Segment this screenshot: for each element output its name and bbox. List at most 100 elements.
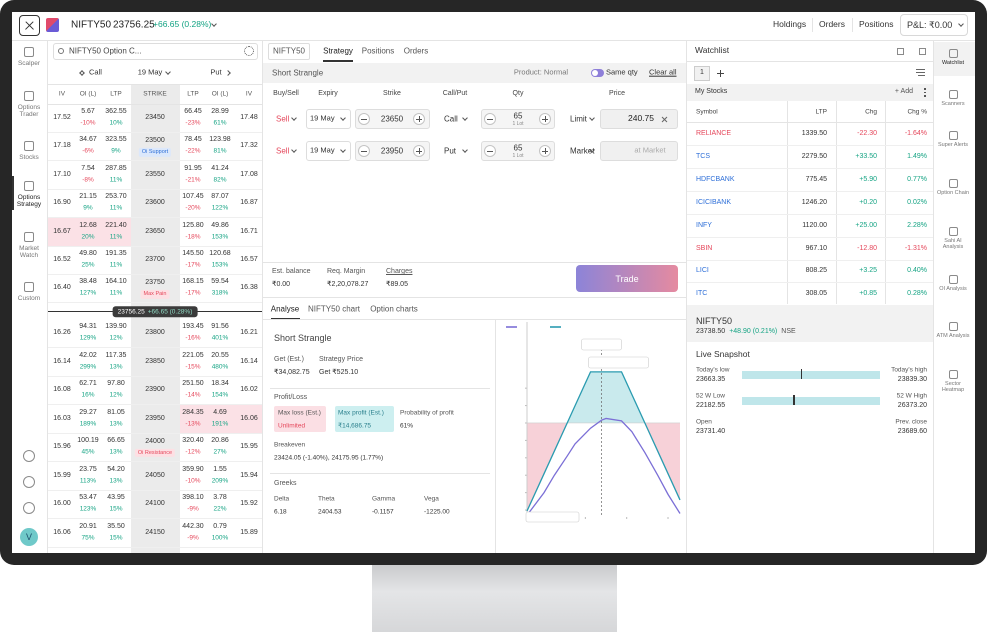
label: Profit/Loss bbox=[274, 393, 308, 401]
option-type[interactable]: Call bbox=[444, 114, 458, 124]
tool-icon[interactable] bbox=[23, 476, 35, 488]
strike[interactable]: 24050 bbox=[145, 471, 165, 479]
nav-label[interactable]: Options Strategy bbox=[16, 194, 42, 209]
strike[interactable]: 23550 bbox=[145, 170, 165, 178]
put-iv: 16.71 bbox=[240, 227, 258, 235]
option-type[interactable]: Put bbox=[444, 146, 457, 156]
symbol[interactable]: INFY bbox=[696, 221, 712, 229]
tab[interactable]: Analyse bbox=[270, 304, 300, 314]
call-iv: 17.18 bbox=[53, 142, 71, 150]
put-ltp: 359.90 bbox=[182, 465, 204, 473]
tab[interactable]: Option charts bbox=[370, 304, 418, 314]
call-ltp-change: 13% bbox=[109, 476, 123, 484]
nav-link[interactable]: Orders bbox=[819, 19, 845, 30]
rail-label[interactable]: Watchlist bbox=[941, 60, 965, 66]
symbol[interactable]: TCS bbox=[696, 152, 710, 160]
trade-button[interactable] bbox=[576, 265, 678, 292]
change: +33.50 bbox=[855, 152, 877, 160]
expiry-select[interactable] bbox=[306, 141, 351, 161]
strike[interactable]: 23450 bbox=[145, 113, 165, 121]
tool-icon[interactable] bbox=[23, 450, 35, 462]
greek-value: -0.1157 bbox=[372, 508, 394, 516]
side[interactable]: Sell bbox=[276, 114, 290, 124]
rail-label[interactable]: Sahi AI Analysis bbox=[942, 238, 964, 251]
call-iv: 16.90 bbox=[53, 199, 71, 207]
divider bbox=[262, 41, 263, 553]
order-type[interactable]: Market bbox=[570, 146, 595, 156]
spot-pill: 23756.25 +66.65 (0.28%) bbox=[112, 306, 198, 318]
strike[interactable]: 23800 bbox=[145, 328, 165, 336]
tool-icon[interactable] bbox=[23, 502, 35, 514]
symbol[interactable]: ICICIBANK bbox=[696, 198, 732, 206]
price-input[interactable] bbox=[600, 141, 678, 161]
tab[interactable]: Orders bbox=[403, 46, 429, 56]
nav-label[interactable]: Stocks bbox=[19, 154, 39, 161]
nav-label[interactable]: Market Watch bbox=[19, 245, 39, 260]
strike-input[interactable] bbox=[355, 109, 430, 129]
tab[interactable]: Positions bbox=[361, 46, 395, 56]
pnl-box[interactable] bbox=[900, 14, 968, 36]
symbol[interactable]: SBIN bbox=[696, 244, 713, 252]
rail-label[interactable]: OI Analysis bbox=[939, 286, 967, 292]
search-box[interactable] bbox=[53, 43, 258, 60]
strike[interactable]: 23750 bbox=[145, 279, 165, 287]
strike[interactable]: 23950 bbox=[145, 414, 165, 422]
put-ltp-change: -22% bbox=[185, 147, 201, 155]
strike[interactable]: 23900 bbox=[145, 385, 165, 393]
strike[interactable]: 24000 bbox=[145, 437, 165, 445]
tab[interactable]: NIFTY50 chart bbox=[307, 304, 361, 314]
tab[interactable]: Strategy bbox=[323, 46, 353, 56]
nav-label[interactable]: Custom bbox=[17, 295, 41, 302]
strike[interactable]: 23600 bbox=[145, 199, 165, 207]
ltp: 775.45 bbox=[805, 175, 827, 183]
add-button[interactable]: + Add bbox=[894, 87, 913, 95]
icon-stroke bbox=[487, 118, 493, 120]
expiry-select[interactable] bbox=[306, 109, 351, 129]
strike[interactable]: 23850 bbox=[145, 357, 165, 365]
clear-all[interactable]: Clear all bbox=[649, 67, 677, 77]
nav-label[interactable]: Scalper bbox=[17, 60, 41, 67]
ltp: 1246.20 bbox=[801, 198, 827, 206]
watchlist-tab[interactable] bbox=[694, 66, 710, 81]
call-ltp: 54.20 bbox=[107, 465, 125, 473]
symbol[interactable]: RELIANCE bbox=[696, 129, 732, 137]
label: Put bbox=[210, 67, 222, 77]
row-divider bbox=[48, 518, 262, 519]
symbol[interactable]: ITC bbox=[696, 290, 708, 298]
rail-label[interactable]: Option Chain bbox=[936, 190, 970, 196]
nav-link[interactable]: Positions bbox=[859, 19, 894, 30]
strike[interactable]: 23500 bbox=[145, 137, 165, 145]
close-button[interactable] bbox=[19, 15, 40, 36]
dot bbox=[924, 91, 926, 93]
rail-label[interactable]: Sector Heatmap bbox=[941, 381, 965, 394]
rail-label[interactable]: ATM Analysis bbox=[936, 333, 970, 339]
nav-link[interactable]: Holdings bbox=[773, 19, 807, 30]
qty-input[interactable] bbox=[481, 109, 555, 129]
label: 23731.40 bbox=[696, 427, 726, 435]
strike[interactable]: 24100 bbox=[145, 499, 165, 507]
product[interactable]: Product: Normal bbox=[513, 67, 569, 77]
nav-label[interactable]: Options Trader bbox=[17, 104, 41, 119]
call-iv: 16.52 bbox=[53, 255, 71, 263]
tab[interactable]: NIFTY50 bbox=[272, 46, 306, 56]
strike[interactable]: 24150 bbox=[145, 528, 165, 536]
order-type[interactable]: Limit bbox=[570, 114, 587, 124]
put-ltp-change: -18% bbox=[185, 232, 201, 240]
symbol[interactable]: HDFCBANK bbox=[696, 175, 735, 183]
nav-icon bbox=[24, 282, 34, 292]
rail-label[interactable]: Scanners bbox=[941, 101, 965, 107]
symbol[interactable]: LICI bbox=[696, 267, 709, 275]
strike-input[interactable] bbox=[355, 141, 430, 161]
side[interactable]: Sell bbox=[276, 146, 290, 156]
rail-label[interactable]: Super Alerts bbox=[938, 142, 968, 148]
symbol-tab[interactable] bbox=[268, 43, 310, 60]
strike[interactable]: 23700 bbox=[145, 255, 165, 263]
strike[interactable]: 23650 bbox=[145, 227, 165, 235]
qty-input[interactable] bbox=[481, 141, 555, 161]
avatar[interactable] bbox=[20, 528, 38, 546]
label: Req. Margin bbox=[327, 267, 366, 275]
label: Max profit (Est.) bbox=[338, 409, 384, 417]
settings-icon[interactable] bbox=[244, 46, 254, 56]
price-input[interactable] bbox=[600, 109, 678, 129]
